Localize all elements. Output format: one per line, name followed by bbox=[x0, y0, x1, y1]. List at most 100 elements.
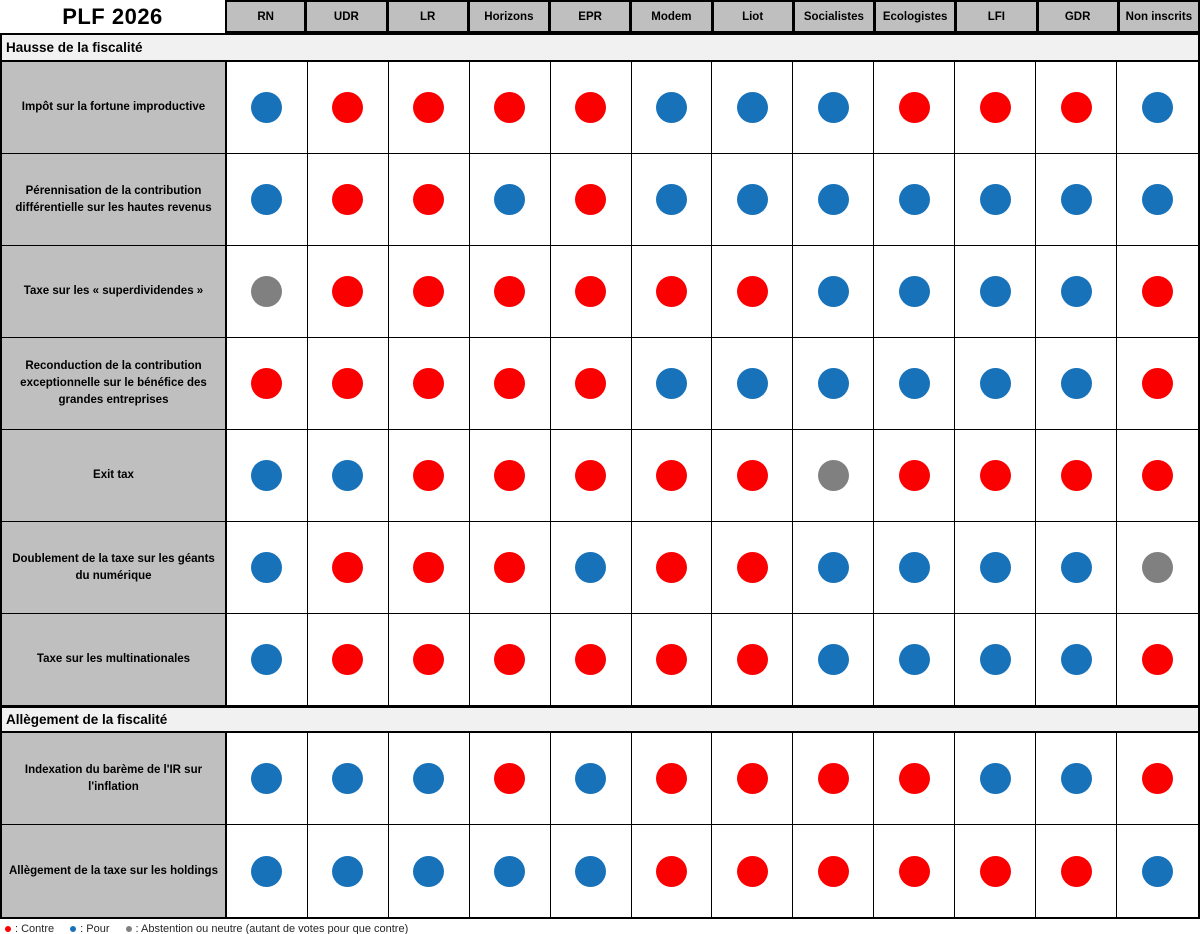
vote-dot-contre bbox=[413, 368, 445, 399]
vote-dot-pour bbox=[251, 184, 283, 215]
vote-cell-epr bbox=[550, 733, 632, 824]
vote-cell-ecologistes bbox=[874, 430, 956, 521]
vote-dot-contre bbox=[898, 460, 930, 491]
row-label: Pérennisation de la contribution différe… bbox=[2, 154, 227, 245]
vote-dot-contre bbox=[494, 92, 526, 123]
vote-dot-contre bbox=[413, 184, 445, 215]
vote-cell-epr bbox=[550, 338, 632, 429]
vote-cell-non-inscrits bbox=[1117, 614, 1198, 705]
vote-dot-contre bbox=[332, 184, 364, 215]
vote-dot-contre bbox=[979, 460, 1011, 491]
vote-dot-pour bbox=[979, 644, 1011, 675]
vote-cell-epr bbox=[550, 825, 632, 917]
vote-dot-pour bbox=[979, 184, 1011, 215]
vote-dot-contre bbox=[332, 368, 364, 399]
vote-dot-contre bbox=[575, 460, 607, 491]
vote-dot-contre bbox=[494, 276, 526, 307]
vote-cell-gdr bbox=[1036, 430, 1118, 521]
row-label: Indexation du barème de l'IR sur l'infla… bbox=[2, 733, 227, 824]
vote-cell-horizons bbox=[469, 733, 551, 824]
vote-dot-contre bbox=[413, 644, 445, 675]
column-header-lr: LR bbox=[387, 0, 469, 33]
vote-dot-pour bbox=[979, 552, 1011, 583]
vote-dot-pour bbox=[251, 92, 283, 123]
vote-dot-contre bbox=[575, 276, 607, 307]
vote-cell-gdr bbox=[1036, 825, 1118, 917]
vote-dot-contre bbox=[656, 855, 688, 887]
vote-cell-socialistes bbox=[793, 62, 875, 153]
row-label: Taxe sur les multinationales bbox=[2, 614, 227, 705]
vote-dot-contre bbox=[575, 368, 607, 399]
vote-cell-ecologistes bbox=[874, 154, 956, 245]
vote-dot-pour bbox=[1142, 184, 1174, 215]
header-row: PLF 2026 RN UDR LR Horizons EPR Modem Liot Soci… bbox=[0, 0, 1200, 33]
vote-cell-non-inscrits bbox=[1117, 338, 1198, 429]
vote-cell-non-inscrits bbox=[1117, 246, 1198, 337]
table-row-reconduction-de-la-contribution-exceptionnelle-sur-le-benefice-des-grandes-entreprises: Reconduction de la contribution exceptio… bbox=[2, 338, 1198, 430]
vote-cell-udr bbox=[307, 154, 389, 245]
vote-cell-modem bbox=[631, 338, 713, 429]
vote-cell-horizons bbox=[469, 825, 551, 917]
vote-cell-liot bbox=[712, 338, 794, 429]
vote-dot-contre bbox=[494, 460, 526, 491]
legend: : Contre: Pour: Abstention ou neutre (au… bbox=[0, 919, 1200, 934]
vote-cell-socialistes bbox=[793, 522, 875, 613]
vote-dot-contre bbox=[736, 644, 768, 675]
table-row-indexation-du-bareme-de-l-ir-sur-l-inflation: Indexation du barème de l'IR sur l'infla… bbox=[2, 733, 1198, 825]
vote-cell-modem bbox=[631, 522, 713, 613]
vote-dot-pour bbox=[656, 92, 688, 123]
vote-dot-pour bbox=[251, 763, 283, 794]
vote-cell-lr bbox=[388, 733, 470, 824]
vote-cell-rn bbox=[227, 430, 308, 521]
vote-cell-non-inscrits bbox=[1117, 154, 1198, 245]
vote-cell-rn bbox=[227, 154, 308, 245]
vote-dot-contre bbox=[332, 644, 364, 675]
vote-cell-lfi bbox=[955, 522, 1037, 613]
vote-dot-pour bbox=[575, 763, 607, 794]
vote-cell-lr bbox=[388, 154, 470, 245]
vote-dot-pour bbox=[1060, 276, 1092, 307]
vote-cell-lfi bbox=[955, 614, 1037, 705]
table-row-doublement-de-la-taxe-sur-les-geants-du-numerique: Doublement de la taxe sur les géants du … bbox=[2, 522, 1198, 614]
vote-cell-liot bbox=[712, 733, 794, 824]
vote-cell-non-inscrits bbox=[1117, 430, 1198, 521]
column-header-socialistes: Socialistes bbox=[793, 0, 875, 33]
vote-dot-pour bbox=[1142, 92, 1174, 123]
vote-cell-socialistes bbox=[793, 154, 875, 245]
vote-dot-pour bbox=[494, 855, 526, 887]
column-header-rn: RN bbox=[225, 0, 307, 33]
vote-dot-contre bbox=[413, 92, 445, 123]
vote-cell-socialistes bbox=[793, 430, 875, 521]
vote-dot-contre bbox=[1060, 460, 1092, 491]
vote-dot-contre bbox=[332, 92, 364, 123]
vote-dot-contre bbox=[817, 763, 849, 794]
vote-cell-modem bbox=[631, 733, 713, 824]
vote-cell-liot bbox=[712, 614, 794, 705]
row-label: Reconduction de la contribution exceptio… bbox=[2, 338, 227, 429]
vote-cell-socialistes bbox=[793, 338, 875, 429]
vote-cell-liot bbox=[712, 62, 794, 153]
vote-dot-pour bbox=[1060, 763, 1092, 794]
vote-cell-epr bbox=[550, 154, 632, 245]
column-header-non-inscrits: Non inscrits bbox=[1118, 0, 1200, 33]
vote-dot-contre bbox=[413, 460, 445, 491]
vote-cell-rn bbox=[227, 62, 308, 153]
vote-dot-contre bbox=[1142, 644, 1174, 675]
column-header-lfi: LFI bbox=[956, 0, 1038, 33]
vote-cell-horizons bbox=[469, 522, 551, 613]
column-header-modem: Modem bbox=[631, 0, 713, 33]
vote-cell-ecologistes bbox=[874, 733, 956, 824]
vote-cell-udr bbox=[307, 430, 389, 521]
vote-dot-contre bbox=[817, 855, 849, 887]
vote-cell-gdr bbox=[1036, 154, 1118, 245]
vote-cell-lr bbox=[388, 614, 470, 705]
table-row-allegement-de-la-taxe-sur-les-holdings: Allègement de la taxe sur les holdings bbox=[2, 825, 1198, 917]
row-label: Doublement de la taxe sur les géants du … bbox=[2, 522, 227, 613]
vote-cell-liot bbox=[712, 522, 794, 613]
vote-cell-lfi bbox=[955, 338, 1037, 429]
legend-item-pour: : Pour bbox=[70, 923, 110, 934]
vote-dot-contre bbox=[575, 184, 607, 215]
vote-cell-socialistes bbox=[793, 825, 875, 917]
vote-dot-contre bbox=[494, 552, 526, 583]
vote-cell-horizons bbox=[469, 614, 551, 705]
